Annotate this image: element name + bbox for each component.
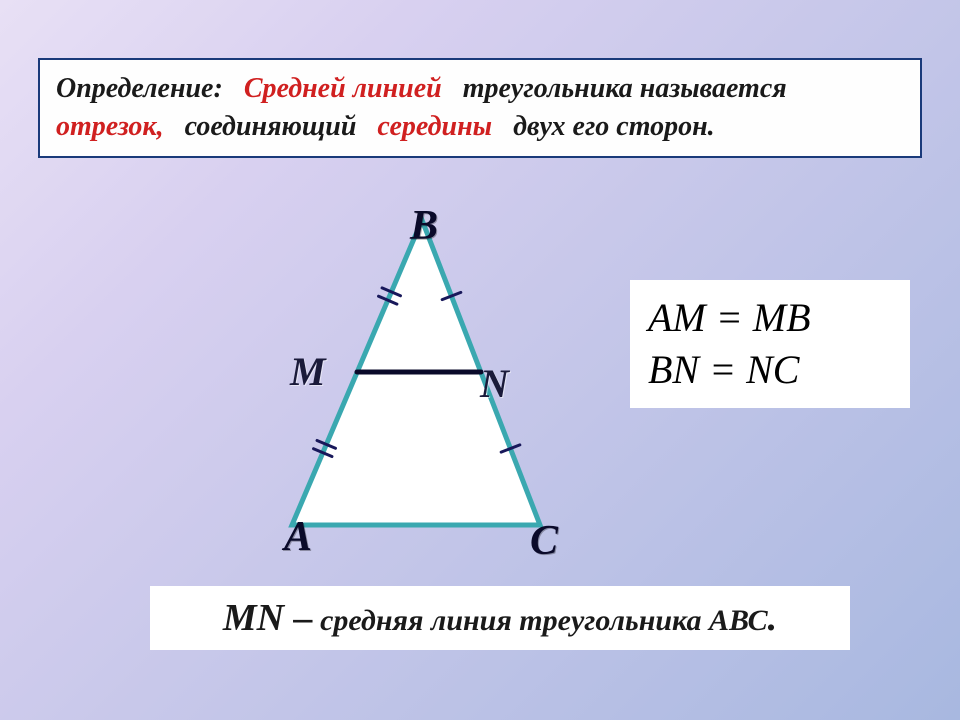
def-part-connecting: соединяющий xyxy=(185,111,357,142)
label-b: В xyxy=(410,202,438,250)
def-part-sides: двух его сторон. xyxy=(513,111,715,142)
conclusion-text: средняя линия треугольника АВС xyxy=(320,604,768,637)
label-m: M xyxy=(290,348,326,395)
definition-box: Определение: Средней линией треугольника… xyxy=(38,58,922,158)
equations-box: AM = MB BN = NC xyxy=(630,280,910,408)
def-part-midline: Средней линией xyxy=(244,73,442,104)
def-part-called: треугольника называется xyxy=(463,73,787,104)
conclusion-box: MN – средняя линия треугольника АВС. xyxy=(150,586,850,650)
equation-am-mb: AM = MB xyxy=(648,292,892,344)
def-part-segment: отрезок, xyxy=(56,111,164,142)
definition-label: Определение: xyxy=(56,73,223,104)
def-part-midpoints: середины xyxy=(377,111,492,142)
equation-bn-nc: BN = NC xyxy=(648,344,892,396)
conclusion-dot: . xyxy=(768,597,778,639)
label-c: С xyxy=(530,517,558,565)
label-n: N xyxy=(480,360,509,407)
conclusion-mn: MN – xyxy=(223,597,313,639)
label-a: А xyxy=(284,513,312,561)
